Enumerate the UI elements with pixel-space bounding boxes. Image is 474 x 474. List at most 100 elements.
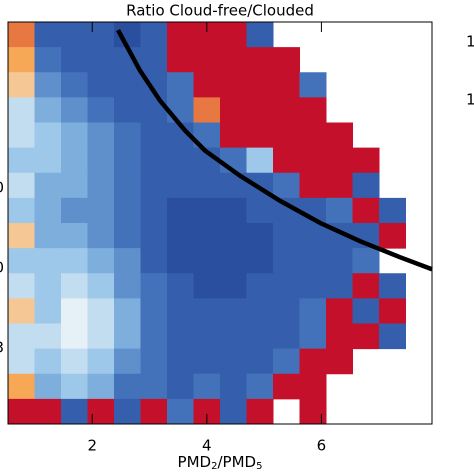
heatmap-cell xyxy=(8,47,35,73)
y-tick-label: 3 xyxy=(0,339,4,357)
heatmap-cell xyxy=(167,273,194,299)
heatmap-cell xyxy=(87,323,115,350)
heatmap-cell xyxy=(114,273,141,299)
heatmap-cell xyxy=(167,72,194,98)
heatmap-cell xyxy=(379,298,406,324)
heatmap-cell xyxy=(273,323,300,350)
heatmap-cell xyxy=(87,172,115,199)
heatmap-cell xyxy=(299,72,327,98)
heatmap-cell xyxy=(8,348,35,375)
heatmap-cell xyxy=(220,273,247,299)
heatmap-cell xyxy=(140,47,168,73)
heatmap-cell xyxy=(140,172,168,199)
heatmap-cell xyxy=(8,273,35,299)
heatmap-cell xyxy=(87,298,115,324)
heatmap-cell xyxy=(34,348,62,375)
heatmap-cell xyxy=(326,323,353,350)
y-tick-label: 0 xyxy=(0,179,4,197)
heatmap-cell xyxy=(379,323,406,350)
heatmap-cell xyxy=(8,72,35,98)
heatmap-cell xyxy=(8,323,35,350)
heatmap-cell xyxy=(87,248,115,274)
heatmap-cell xyxy=(326,147,353,174)
heatmap-cell xyxy=(273,248,300,274)
heatmap-cell xyxy=(220,323,247,350)
heatmap-cell xyxy=(193,172,221,199)
heatmap-cell xyxy=(140,122,168,149)
heatmap-cell xyxy=(167,298,194,324)
heatmap-cell xyxy=(273,273,300,299)
heatmap-cell xyxy=(114,323,141,350)
heatmap-cell xyxy=(246,97,274,123)
heatmap-cell xyxy=(193,373,221,400)
heatmap-cell xyxy=(246,373,274,400)
heatmap-cell xyxy=(87,223,115,249)
heatmap-cell xyxy=(167,348,194,375)
heatmap-cell xyxy=(34,398,62,425)
heatmap-cell xyxy=(273,72,300,98)
heatmap-cell xyxy=(61,223,88,249)
heatmap-cell xyxy=(114,348,141,375)
heatmap-cell xyxy=(273,122,300,149)
heatmap-cell xyxy=(326,298,353,324)
heatmap-cell xyxy=(193,348,221,375)
heatmap-cell xyxy=(167,147,194,174)
heatmap-cell xyxy=(61,147,88,174)
heatmap-cell xyxy=(87,398,115,425)
heatmap-cell xyxy=(61,47,88,73)
colorbar-label: 1 xyxy=(466,91,474,109)
heatmap-cell xyxy=(167,223,194,249)
heatmap-cell xyxy=(61,273,88,299)
heatmap-cell xyxy=(193,223,221,249)
heatmap-cell xyxy=(8,223,35,249)
heatmap-cell xyxy=(193,273,221,299)
x-axis-label-part: 5 xyxy=(256,461,262,472)
heatmap-cell xyxy=(299,373,327,400)
heatmap-cell xyxy=(61,348,88,375)
heatmap-cell xyxy=(220,72,247,98)
heatmap-cell xyxy=(246,273,274,299)
heatmap-cell xyxy=(273,147,300,174)
heatmap-cell xyxy=(352,273,380,299)
y-tick-label: 0 xyxy=(0,259,4,277)
x-axis-label: PMD2/PMD5 xyxy=(178,453,263,473)
heatmap-cell xyxy=(114,373,141,400)
heatmap-cell xyxy=(34,72,62,98)
heatmap-cell xyxy=(34,373,62,400)
heatmap-cell xyxy=(193,197,221,224)
heatmap-cell xyxy=(8,147,35,174)
heatmap-cell xyxy=(193,248,221,274)
heatmap-cell xyxy=(114,122,141,149)
heatmap-cell xyxy=(193,47,221,73)
heatmap-cell xyxy=(167,22,194,48)
curve xyxy=(116,28,433,272)
x-tick-label: 4 xyxy=(202,437,212,455)
heatmap-cell xyxy=(8,398,35,425)
heatmap-cell xyxy=(61,298,88,324)
heatmap-cell xyxy=(326,273,353,299)
heatmap-cell xyxy=(61,398,88,425)
heatmap-cell xyxy=(299,147,327,174)
x-tick-label: 6 xyxy=(317,437,327,455)
heatmap-cell xyxy=(87,47,115,73)
heatmap-cell xyxy=(167,197,194,224)
heatmap-cell xyxy=(140,398,168,425)
heatmap-cell xyxy=(34,122,62,149)
heatmap-cell xyxy=(87,122,115,149)
heatmap-cell xyxy=(193,97,221,123)
heatmap-cell xyxy=(273,223,300,249)
heatmap-cell xyxy=(34,273,62,299)
heatmap-cell xyxy=(8,197,35,224)
heatmap-cell xyxy=(220,298,247,324)
heatmap-cell xyxy=(61,172,88,199)
heatmap-cell xyxy=(114,97,141,123)
heatmap-cell xyxy=(167,373,194,400)
heatmap-cell xyxy=(8,373,35,400)
heatmap-cell xyxy=(246,248,274,274)
heatmap-cell xyxy=(246,298,274,324)
heatmap-cell xyxy=(8,298,35,324)
heatmap-cell xyxy=(299,97,327,123)
heatmap-cell xyxy=(167,47,194,73)
heatmap-cell xyxy=(167,398,194,425)
heatmap-cell xyxy=(140,22,168,48)
